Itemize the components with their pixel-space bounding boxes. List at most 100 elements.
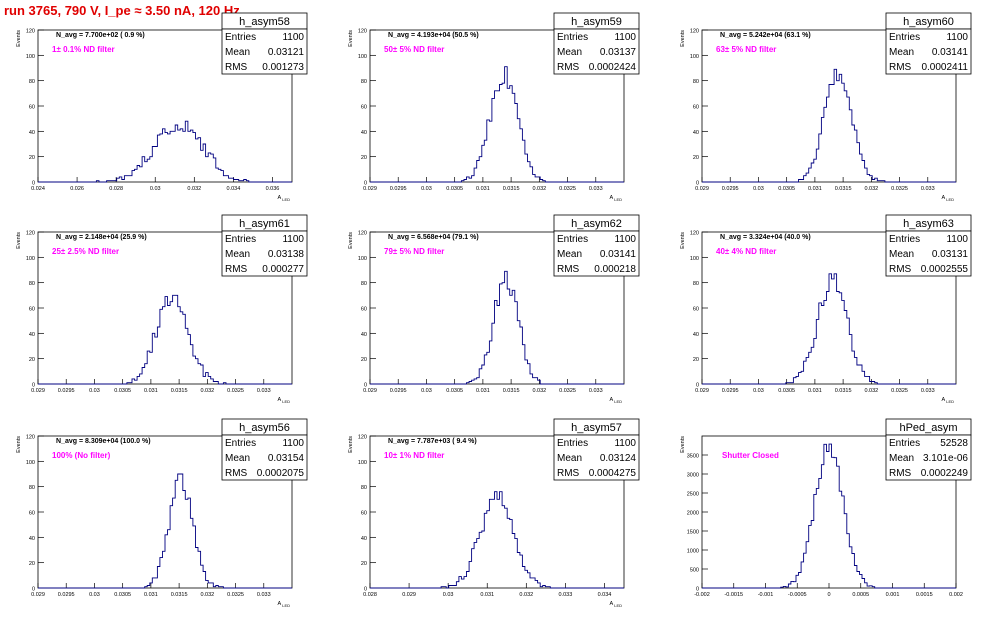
x-tick-label: 0.033 [921,186,935,192]
stats-value-rms: 0.0002555 [921,264,969,275]
navg-label: N_avg = 7.787e+03 ( 9.4 %) [388,438,477,445]
stats-value-mean: 3.101e-06 [923,453,968,464]
x-tick-label: 0.031 [144,388,158,394]
stats-value-entries: 1100 [614,32,636,43]
x-axis-label: ALED [610,601,623,608]
x-tick-label: 0.029 [31,592,45,598]
x-tick-label: 0.032 [200,592,214,598]
x-tick-label: 0.03 [443,592,454,598]
x-tick-label: -0.002 [694,592,710,598]
stats-label-rms: RMS [889,62,912,73]
navg-label: N_avg = 7.700e+02 ( 0.9 %) [56,32,145,39]
x-tick-label: 0.033 [559,592,573,598]
y-axis-label: Events [16,30,22,47]
navg-label: N_avg = 3.324e+04 (40.0 %) [720,234,811,241]
y-axis-label: Events [348,30,354,47]
y-tick-label: 40 [361,332,367,338]
x-tick-label: 0.034 [227,186,241,192]
x-tick-label: 0.002 [949,592,963,598]
x-axis-label: ALED [278,195,291,202]
stats-value-rms: 0.001273 [262,62,304,73]
y-tick-label: 120 [690,231,699,237]
y-tick-label: 100 [690,256,699,262]
y-tick-label: 100 [26,54,35,60]
y-tick-label: 2500 [687,492,699,498]
histogram-line [370,66,624,183]
plot-frame [37,435,293,589]
histogram-panel-h_asym63: 0 20 40 60 80 100 120 0.029 0.0295 0.03 0.0305 0.03… [680,214,972,404]
x-axis-label: ALED [942,195,955,202]
histogram-title: hPed_asym [899,422,957,434]
filter-label: 50± 5% ND filter [384,45,444,54]
x-axis-label: ALED [942,397,955,404]
stats-box [885,434,972,481]
y-tick-label: 0 [696,383,699,389]
x-tick-label: 0.033 [589,388,603,394]
y-tick-label: 60 [29,511,35,517]
histogram-line [370,270,624,385]
y-tick-label: 120 [26,29,35,35]
histogram-panel-h_asym59: 0 20 40 60 80 100 120 0.029 0.0295 0.03 0.0305 0.03… [348,12,640,202]
filter-label: 40± 4% ND filter [716,247,776,256]
x-tick-label: 0.0305 [446,388,463,394]
stats-label-mean: Mean [557,453,582,464]
histogram-panel-h_asym57: 0 20 40 60 80 100 120 0.028 0.029 0.03 0.031 0.032 0… [348,418,640,608]
stats-box [221,230,308,277]
x-tick-label: 0.001 [886,592,900,598]
x-tick-label: 0.0325 [891,388,908,394]
histogram-line [702,68,956,183]
stats-label-mean: Mean [889,249,914,260]
x-tick-label: 0.0315 [835,388,852,394]
stats-value-entries: 1100 [946,32,968,43]
y-tick-label: 2000 [687,511,699,517]
x-tick-label: 0.03 [753,388,764,394]
x-axis-label: ALED [610,397,623,404]
stats-value-rms: 0.000218 [594,264,636,275]
stats-value-mean: 0.03131 [932,249,969,260]
navg-label: N_avg = 8.309e+04 (100.0 %) [56,438,151,445]
stats-label-entries: Entries [225,32,256,43]
x-tick-label: 0.031 [476,388,490,394]
y-axis-label: Events [680,436,686,453]
histogram-title: h_asym58 [239,16,290,28]
stats-label-rms: RMS [557,62,580,73]
x-tick-label: 0.0325 [559,186,576,192]
stats-value-rms: 0.0002424 [589,62,637,73]
navg-label: N_avg = 4.193e+04 (50.5 %) [388,32,479,39]
y-tick-label: 120 [26,231,35,237]
y-tick-label: 20 [693,357,699,363]
stats-value-entries: 1100 [282,32,304,43]
x-tick-label: 0.026 [70,186,84,192]
x-tick-label: 0.031 [476,186,490,192]
x-tick-label: 0.0325 [227,592,244,598]
stats-label-rms: RMS [889,468,912,479]
stats-value-mean: 0.03141 [600,249,637,260]
stats-value-mean: 0.03121 [268,47,305,58]
y-tick-label: 0 [364,587,367,593]
x-tick-label: 0.0325 [891,186,908,192]
x-tick-label: 0.0315 [171,592,188,598]
x-tick-label: 0.0295 [58,592,75,598]
stats-label-entries: Entries [557,32,588,43]
histogram-title: h_asym59 [571,16,622,28]
filter-label: 10± 1% ND filter [384,451,444,460]
stats-value-entries: 1100 [946,234,968,245]
y-axis-label: Events [680,232,686,249]
x-tick-label: 0.029 [363,186,377,192]
x-tick-label: 0.03 [89,388,100,394]
y-tick-label: 1000 [687,549,699,555]
filter-label: 100% (No filter) [52,451,111,460]
y-tick-label: 500 [690,568,699,574]
x-tick-label: 0.032 [864,186,878,192]
y-tick-label: 3000 [687,473,699,479]
histogram-line [702,443,956,589]
stats-label-mean: Mean [557,249,582,260]
stats-label-rms: RMS [225,468,248,479]
x-tick-label: 0.029 [695,388,709,394]
y-tick-label: 80 [29,281,35,287]
stats-label-rms: RMS [889,264,912,275]
stats-value-rms: 0.0004275 [589,468,637,479]
x-tick-label: 0.0305 [778,186,795,192]
y-axis-label: Events [348,436,354,453]
plot-frame [369,231,625,385]
